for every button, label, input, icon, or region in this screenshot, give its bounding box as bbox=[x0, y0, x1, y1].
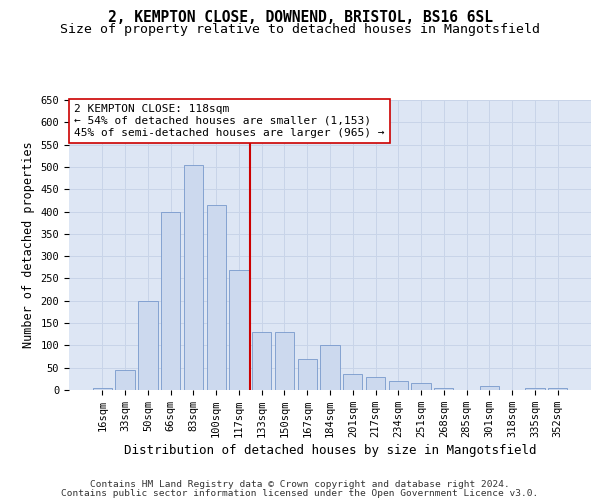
X-axis label: Distribution of detached houses by size in Mangotsfield: Distribution of detached houses by size … bbox=[124, 444, 536, 457]
Bar bbox=[138, 301, 158, 390]
Text: Contains public sector information licensed under the Open Government Licence v3: Contains public sector information licen… bbox=[61, 488, 539, 498]
Bar bbox=[275, 332, 294, 390]
Bar bbox=[206, 205, 226, 390]
Bar bbox=[479, 386, 499, 390]
Bar bbox=[320, 346, 340, 390]
Text: 2 KEMPTON CLOSE: 118sqm
← 54% of detached houses are smaller (1,153)
45% of semi: 2 KEMPTON CLOSE: 118sqm ← 54% of detache… bbox=[74, 104, 385, 138]
Bar bbox=[93, 388, 112, 390]
Bar bbox=[298, 359, 317, 390]
Text: Contains HM Land Registry data © Crown copyright and database right 2024.: Contains HM Land Registry data © Crown c… bbox=[90, 480, 510, 489]
Bar bbox=[184, 164, 203, 390]
Bar bbox=[389, 381, 408, 390]
Bar bbox=[343, 374, 362, 390]
Text: Size of property relative to detached houses in Mangotsfield: Size of property relative to detached ho… bbox=[60, 22, 540, 36]
Bar bbox=[161, 212, 181, 390]
Bar bbox=[252, 332, 271, 390]
Bar bbox=[229, 270, 248, 390]
Bar bbox=[366, 376, 385, 390]
Bar bbox=[525, 388, 545, 390]
Text: 2, KEMPTON CLOSE, DOWNEND, BRISTOL, BS16 6SL: 2, KEMPTON CLOSE, DOWNEND, BRISTOL, BS16… bbox=[107, 10, 493, 25]
Bar bbox=[548, 388, 567, 390]
Bar bbox=[434, 388, 454, 390]
Y-axis label: Number of detached properties: Number of detached properties bbox=[22, 142, 35, 348]
Bar bbox=[115, 370, 135, 390]
Bar bbox=[412, 384, 431, 390]
